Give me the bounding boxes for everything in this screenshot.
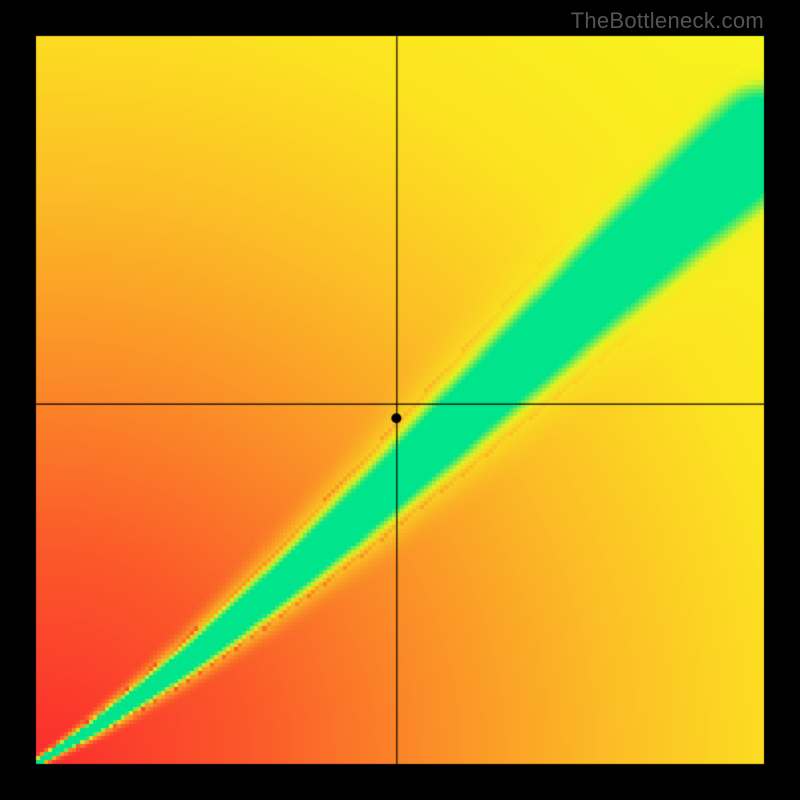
chart-root: { "watermark": { "text": "TheBottleneck.… xyxy=(0,0,800,800)
watermark-text: TheBottleneck.com xyxy=(571,8,764,34)
overlay-canvas xyxy=(0,0,800,800)
